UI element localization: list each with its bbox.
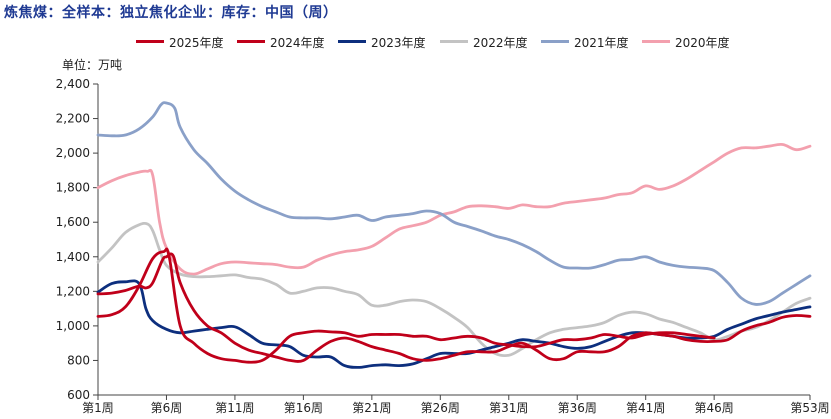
x-tick-label: 第36周 — [558, 401, 597, 415]
x-tick-label: 第1周 — [82, 401, 114, 415]
y-tick-label: 1,200 — [56, 284, 90, 298]
legend: 2025年度 2024年度 2023年度 2022年度 2021年度 2020年… — [0, 33, 831, 51]
y-tick-label: 800 — [67, 353, 90, 367]
series-line-2025年度 — [96, 252, 812, 363]
x-tick-label: 第11周 — [215, 401, 254, 415]
series-line-2022年度 — [96, 221, 812, 358]
legend-swatch-2021 — [541, 40, 569, 43]
legend-label-2024: 2024年度 — [270, 36, 325, 50]
y-tick-label: 1,800 — [56, 181, 90, 195]
x-tick-label: 第6周 — [151, 401, 183, 415]
legend-swatch-2023 — [338, 40, 366, 43]
x-tick-label: 第26周 — [421, 401, 460, 415]
x-tick-label: 第46周 — [695, 401, 734, 415]
unit-label: 单位：万吨 — [62, 58, 123, 72]
series-line-2023年度 — [96, 279, 812, 369]
legend-label-2023: 2023年度 — [371, 36, 426, 50]
y-tick-label: 1,000 — [56, 319, 90, 333]
x-tick-label: 第16周 — [284, 401, 323, 415]
x-tick-label: 第31周 — [489, 401, 528, 415]
legend-label-2025: 2025年度 — [169, 36, 224, 50]
series-line-2021年度 — [96, 101, 812, 306]
x-tick-label: 第21周 — [352, 401, 391, 415]
y-tick-label: 2,200 — [56, 112, 90, 126]
x-tick-label: 第41周 — [626, 401, 665, 415]
series-line-2020年度 — [96, 142, 812, 276]
legend-swatch-2020 — [642, 40, 670, 43]
chart-title: 炼焦煤：全样本：独立焦化企业：库存：中国（周） — [4, 5, 338, 21]
chart-axes: 600 800 1,000 1,200 1,400 1,600 1,800 2,000 2,20… — [56, 77, 830, 415]
x-tick-label: 第53周 — [790, 401, 829, 415]
legend-swatch-2024 — [237, 40, 265, 43]
legend-swatch-2025 — [136, 40, 164, 43]
y-tick-label: 2,000 — [56, 146, 90, 160]
y-tick-label: 2,400 — [56, 77, 90, 91]
legend-label-2022: 2022年度 — [473, 36, 528, 50]
series-line-2024年度 — [96, 247, 716, 364]
chart-lines — [96, 101, 812, 369]
legend-label-2021: 2021年度 — [574, 36, 629, 50]
legend-label-2020: 2020年度 — [675, 36, 730, 50]
legend-swatch-2022 — [440, 40, 468, 43]
y-tick-label: 1,400 — [56, 250, 90, 264]
y-tick-label: 600 — [67, 388, 90, 402]
y-tick-label: 1,600 — [56, 215, 90, 229]
